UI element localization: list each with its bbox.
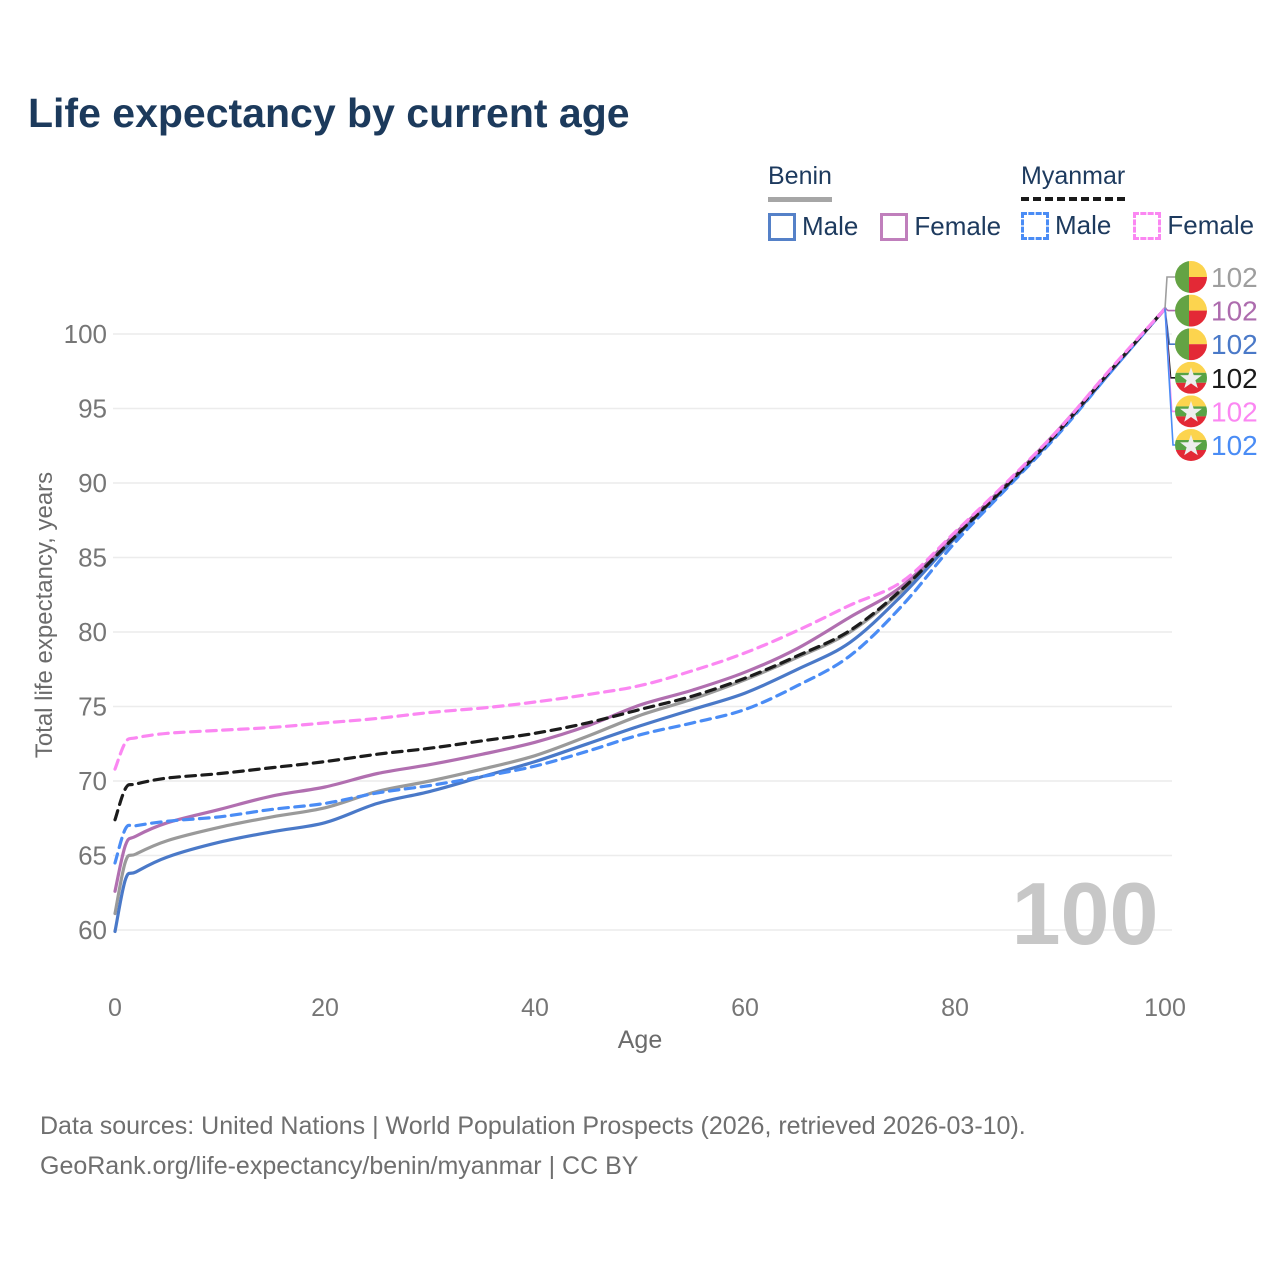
legend-item-benin-male[interactable]: Male (768, 211, 858, 242)
legend-header-myanmar[interactable]: Myanmar (1021, 162, 1126, 201)
end-label-value: 102 (1211, 396, 1258, 427)
leader-line (1164, 308, 1175, 312)
end-label-value: 102 (1211, 329, 1258, 360)
legend-label-myanmar-female: Female (1167, 210, 1255, 240)
legend-label-myanmar-male: Male (1055, 210, 1112, 240)
legend-group-myanmar: Myanmar Male Female (1021, 162, 1276, 241)
y-tick-label: 65 (78, 841, 107, 871)
legend-group-benin: Benin Male Female (768, 162, 1023, 242)
legend-header-benin[interactable]: Benin (768, 162, 832, 202)
x-tick-label: 0 (108, 994, 122, 1022)
x-axis-title: Age (617, 1026, 663, 1054)
series-line-benin-female[interactable] (113, 307, 1167, 893)
y-tick-label: 90 (78, 468, 107, 498)
y-tick-label: 85 (78, 543, 107, 573)
y-tick-label: 75 (78, 692, 107, 722)
legend-item-benin-female[interactable]: Female (880, 211, 1001, 242)
series-line-myanmar-total[interactable] (113, 307, 1167, 822)
myanmar-flag-icon (1175, 361, 1207, 394)
footer-attribution: GeoRank.org/life-expectancy/benin/myanma… (40, 1152, 639, 1180)
myanmar-flag-icon (1175, 429, 1207, 461)
benin-flag-icon (1175, 328, 1207, 361)
leader-line (1164, 276, 1175, 309)
series-line-benin-total[interactable] (113, 307, 1167, 916)
page-title: Life expectancy by current age (28, 90, 630, 136)
myanmar-female-swatch-icon (1133, 211, 1162, 240)
watermark-age: 100 (1012, 864, 1159, 963)
benin-flag-icon (1175, 294, 1207, 327)
x-tick-label: 100 (1144, 994, 1186, 1022)
end-label-row[interactable]: 102 (1164, 308, 1258, 394)
end-label-row[interactable]: 102 (1164, 308, 1258, 461)
benin-female-swatch-icon (880, 212, 909, 241)
x-tick-label: 80 (941, 994, 969, 1022)
end-label-value: 102 (1211, 430, 1258, 461)
end-label-value: 102 (1211, 296, 1258, 327)
end-label-row[interactable]: 102 (1164, 294, 1258, 327)
x-tick-label: 20 (311, 994, 339, 1022)
legend-item-myanmar-female[interactable]: Female (1133, 210, 1254, 241)
y-tick-label: 70 (78, 766, 107, 796)
benin-male-swatch-icon (768, 212, 796, 241)
end-label-value: 102 (1211, 363, 1258, 394)
end-label-value: 102 (1211, 262, 1258, 293)
legend-label-benin-male: Male (802, 211, 859, 241)
series-line-myanmar-male[interactable] (113, 307, 1167, 865)
legend-label-benin-female: Female (914, 211, 1002, 241)
footer-sources: Data sources: United Nations | World Pop… (40, 1112, 1026, 1140)
y-tick-label: 95 (78, 394, 107, 424)
myanmar-male-swatch-icon (1021, 211, 1049, 240)
y-tick-label: 80 (78, 617, 107, 647)
footer: Data sources: United Nations | World Pop… (40, 1106, 1026, 1186)
x-tick-label: 60 (731, 994, 759, 1022)
series-line-benin-male[interactable] (113, 307, 1167, 934)
leader-line (1164, 308, 1175, 446)
end-label-row[interactable]: 102 (1164, 261, 1258, 309)
benin-flag-icon (1175, 261, 1207, 293)
myanmar-flag-icon (1175, 395, 1207, 428)
series-line-myanmar-female[interactable] (113, 307, 1167, 771)
legend-item-myanmar-male[interactable]: Male (1021, 210, 1111, 241)
x-tick-label: 40 (521, 994, 549, 1022)
y-tick-label: 100 (64, 319, 107, 349)
y-tick-label: 60 (78, 915, 107, 945)
